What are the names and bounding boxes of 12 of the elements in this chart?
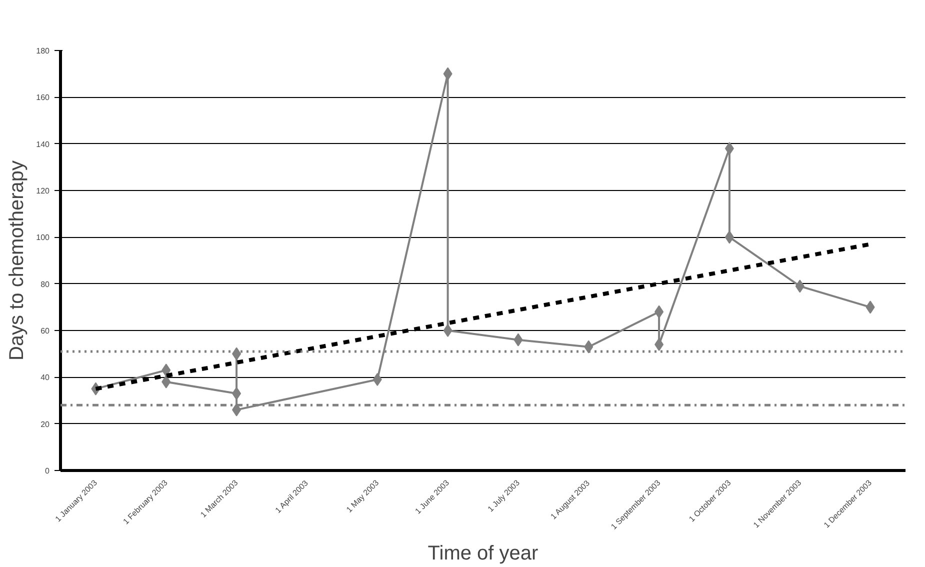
y-tick-label: 160: [36, 93, 50, 102]
y-tick-label: 80: [40, 280, 50, 289]
y-tick-label: 0: [45, 466, 50, 476]
y-tick-label: 40: [40, 373, 50, 382]
y-tick-label: 140: [36, 140, 50, 149]
y-tick-label: 20: [40, 420, 50, 429]
x-axis-title: Time of year: [428, 542, 539, 564]
y-axis-title: Days to chemotherapy: [6, 160, 28, 361]
y-tick-label: 120: [36, 186, 50, 196]
y-tick-label: 60: [40, 326, 50, 336]
y-tick-label: 180: [36, 46, 50, 56]
y-tick-label: 100: [36, 233, 50, 242]
